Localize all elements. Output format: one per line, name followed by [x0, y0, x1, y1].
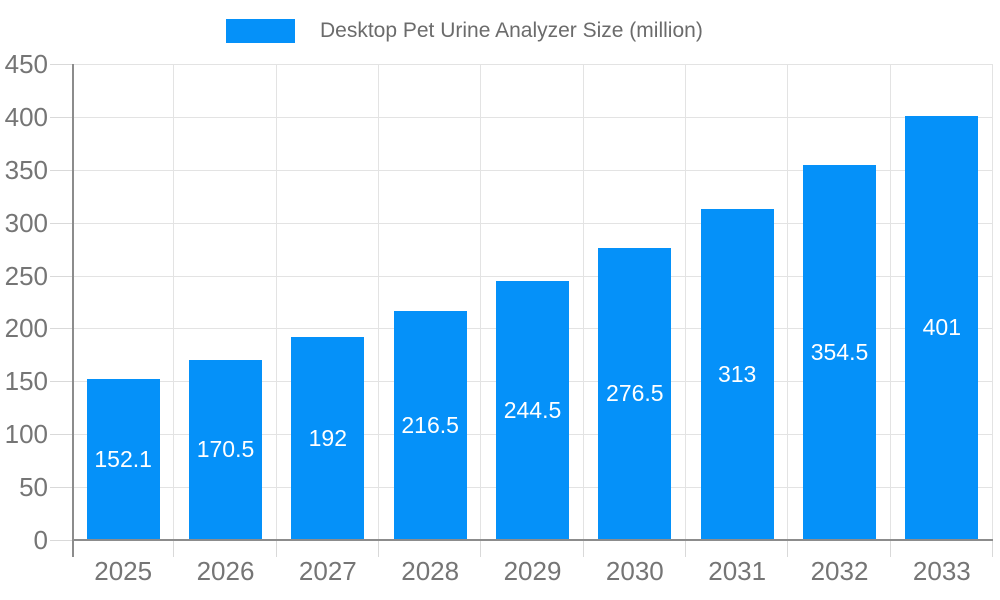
y-axis-tick [50, 434, 72, 436]
y-axis-tick-label: 200 [4, 313, 48, 344]
x-axis-tick [173, 540, 175, 557]
bar-2029[interactable]: 244.5 [496, 281, 569, 540]
bar-value-label: 313 [717, 360, 757, 387]
bar-value-label: 354.5 [810, 339, 869, 366]
plot-area: 152.1 170.5 192 216.5 244.5 276.5 313 354.5 401 [50, 64, 993, 557]
x-axis-tick-label: 2029 [503, 556, 562, 586]
x-axis-tick-label: 2032 [810, 556, 869, 586]
gridline-vertical [275, 64, 277, 540]
bar-value-label: 276.5 [606, 380, 664, 407]
y-axis-line [72, 64, 74, 557]
y-axis-tick [50, 222, 72, 224]
gridline-horizontal [72, 169, 993, 171]
bar-2025[interactable]: 152.1 [86, 379, 160, 540]
bar-2030[interactable]: 276.5 [598, 247, 672, 540]
gridline-vertical [378, 64, 379, 540]
x-axis-tick-label: 2028 [401, 556, 460, 586]
legend-item[interactable]: Desktop Pet Urine Analyzer Size (million… [226, 19, 703, 43]
bar-2032[interactable]: 354.5 [803, 165, 876, 540]
x-axis-tick-label: 2033 [912, 556, 971, 586]
legend-swatch [226, 19, 295, 43]
y-axis-tick [50, 487, 72, 489]
bar-2033[interactable]: 401 [905, 115, 979, 540]
y-axis-tick-label: 450 [4, 49, 48, 79]
bar-2026[interactable]: 170.5 [189, 359, 262, 540]
bar-2027[interactable]: 192 [291, 336, 365, 540]
x-axis-tick [582, 540, 584, 557]
x-axis-tick-label: 2031 [708, 556, 767, 586]
bar-value-label: 401 [922, 314, 962, 341]
y-axis-tick [50, 275, 72, 277]
bar-value-label: 152.1 [94, 446, 152, 473]
x-axis-line [72, 539, 993, 541]
y-axis-tick [50, 328, 72, 330]
x-axis-tick [992, 540, 993, 557]
y-axis-tick [50, 116, 72, 118]
y-axis-tick [50, 169, 72, 171]
x-axis-tick [378, 540, 379, 557]
y-axis-tick [50, 64, 72, 65]
y-axis-tick-label: 400 [4, 101, 48, 132]
y-axis-tick-label: 100 [4, 419, 48, 450]
gridline-horizontal [72, 116, 993, 118]
x-axis-tick-label: 2030 [605, 556, 664, 586]
y-axis-tick-label: 150 [4, 366, 48, 397]
y-axis-tick [50, 381, 72, 383]
bar-2031[interactable]: 313 [700, 208, 774, 540]
gridline-vertical [787, 64, 789, 540]
gridline-horizontal [72, 275, 993, 277]
bar-value-label: 244.5 [503, 397, 562, 424]
gridline-vertical [480, 64, 482, 540]
x-axis-tick [787, 540, 789, 557]
gridline-vertical [889, 64, 891, 540]
gridline-vertical [582, 64, 584, 540]
y-axis-tick-label: 0 [33, 525, 48, 555]
x-axis-tick-label: 2025 [94, 556, 153, 586]
x-axis-tick [480, 540, 482, 557]
y-axis-tick-label: 300 [4, 207, 48, 238]
y-axis-tick-label: 50 [19, 472, 48, 503]
y-axis-tick-label: 250 [4, 260, 48, 291]
bar-value-label: 192 [308, 424, 348, 451]
x-axis-tick [275, 540, 277, 557]
gridline-vertical [992, 64, 993, 540]
gridline-horizontal [72, 222, 993, 224]
gridline-horizontal [72, 64, 993, 65]
bar-value-label: 170.5 [196, 436, 255, 463]
bar-2028[interactable]: 216.5 [393, 311, 467, 540]
y-axis-tick-label: 350 [4, 154, 48, 185]
x-axis-tick-label: 2027 [298, 556, 357, 586]
gridline-vertical [173, 64, 175, 540]
x-axis-tick [889, 540, 891, 557]
bar-value-label: 216.5 [401, 412, 459, 438]
legend-label: Desktop Pet Urine Analyzer Size (million… [320, 19, 703, 42]
x-axis-tick [685, 540, 686, 557]
gridline-vertical [685, 64, 686, 540]
x-axis-tick-label: 2026 [196, 556, 255, 586]
y-axis-tick [50, 540, 72, 541]
